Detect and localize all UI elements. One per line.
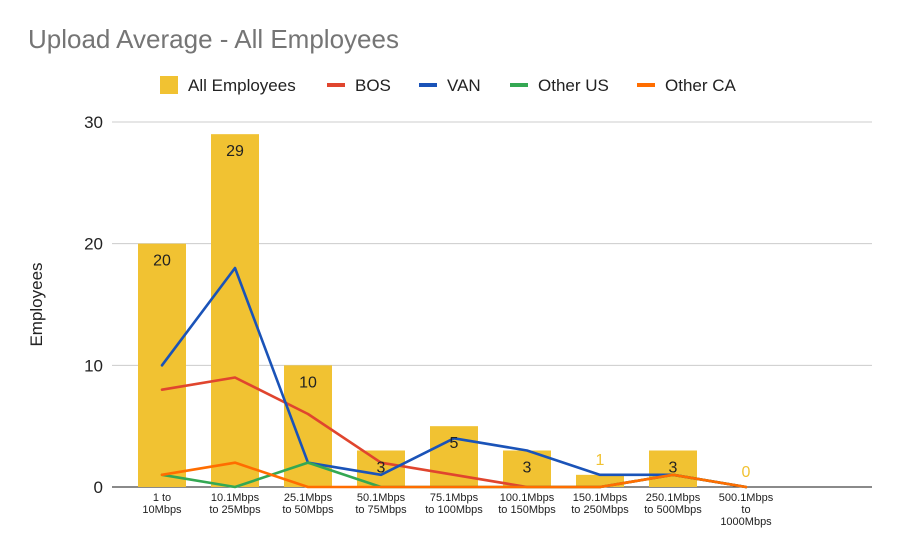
bar-data-label-5: 3 bbox=[523, 460, 532, 477]
bar-data-label-2: 10 bbox=[299, 374, 317, 391]
x-tick-label-3-1: to 75Mbps bbox=[355, 504, 407, 516]
x-tick-label-2-0: 25.1Mbps bbox=[284, 492, 333, 504]
x-tick-label-4-1: to 100Mbps bbox=[425, 504, 483, 516]
x-tick-label-4-0: 75.1Mbps bbox=[430, 492, 479, 504]
x-tick-label-6-0: 150.1Mbps bbox=[573, 492, 628, 504]
legend-swatch-3 bbox=[510, 83, 528, 87]
y-tick-label-0: 0 bbox=[94, 478, 103, 497]
y-tick-label-20: 20 bbox=[84, 235, 103, 254]
bar-data-label-6: 1 bbox=[596, 452, 605, 469]
bar-7 bbox=[649, 450, 697, 487]
series-line-van bbox=[160, 266, 748, 489]
bar-data-label-7: 3 bbox=[669, 460, 678, 477]
legend-swatch-4 bbox=[637, 83, 655, 87]
legend-swatch-2 bbox=[419, 83, 437, 87]
y-axis-label: Employees bbox=[27, 262, 46, 346]
x-tick-label-1-0: 10.1Mbps bbox=[211, 492, 260, 504]
bar-data-label-0: 20 bbox=[153, 253, 171, 270]
legend-label-4: Other CA bbox=[665, 76, 737, 95]
legend-label-3: Other US bbox=[538, 76, 609, 95]
legend-swatch-0 bbox=[160, 76, 178, 94]
y-tick-label-10: 10 bbox=[84, 356, 103, 375]
x-tick-label-8-2: 1000Mbps bbox=[720, 516, 772, 528]
legend-swatch-1 bbox=[327, 83, 345, 87]
bar-data-label-8: 0 bbox=[742, 464, 751, 481]
x-tick-label-0-1: 10Mbps bbox=[142, 504, 182, 516]
x-tick-label-1-1: to 25Mbps bbox=[209, 504, 261, 516]
x-tick-label-5-1: to 150Mbps bbox=[498, 504, 556, 516]
chart-title: Upload Average - All Employees bbox=[28, 24, 399, 54]
legend-label-1: BOS bbox=[355, 76, 391, 95]
x-tick-label-7-0: 250.1Mbps bbox=[646, 492, 701, 504]
legend-label-2: VAN bbox=[447, 76, 481, 95]
legend-label-0: All Employees bbox=[188, 76, 296, 95]
x-tick-label-7-1: to 500Mbps bbox=[644, 504, 702, 516]
x-tick-label-8-1: to bbox=[741, 504, 750, 516]
bar-data-label-1: 29 bbox=[226, 143, 244, 160]
bar-data-label-3: 3 bbox=[377, 460, 386, 477]
y-tick-label-30: 30 bbox=[84, 113, 103, 132]
x-tick-label-2-1: to 50Mbps bbox=[282, 504, 334, 516]
x-tick-label-5-0: 100.1Mbps bbox=[500, 492, 555, 504]
series-line-other-ca bbox=[160, 461, 748, 489]
x-tick-label-8-0: 500.1Mbps bbox=[719, 492, 774, 504]
bar-data-label-4: 5 bbox=[450, 435, 459, 452]
x-tick-label-3-0: 50.1Mbps bbox=[357, 492, 406, 504]
x-tick-label-6-1: to 250Mbps bbox=[571, 504, 629, 516]
x-tick-label-0-0: 1 to bbox=[153, 492, 171, 504]
